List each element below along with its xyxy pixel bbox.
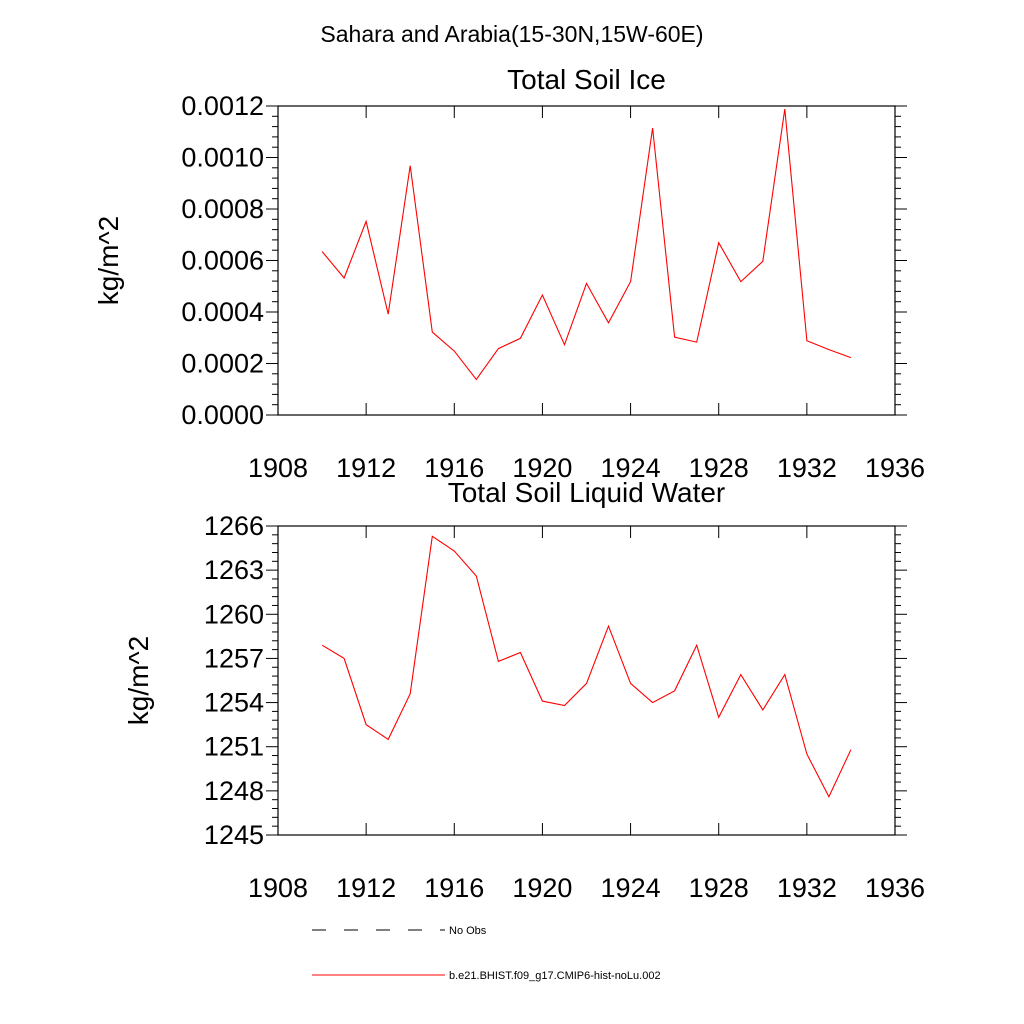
y-tick-label: 1257 <box>204 643 264 673</box>
chart-title: Total Soil Liquid Water <box>448 477 726 508</box>
x-tick-label: 1912 <box>336 873 396 903</box>
y-tick-label: 0.0000 <box>181 400 264 430</box>
y-axis-label: kg/m^2 <box>93 216 124 305</box>
y-tick-label: 0.0004 <box>181 297 264 327</box>
x-tick-label: 1912 <box>336 453 396 483</box>
legend-label: b.e21.BHIST.f09_g17.CMIP6-hist-noLu.002 <box>449 970 661 982</box>
y-tick-label: 1245 <box>204 820 264 850</box>
y-tick-label: 0.0002 <box>181 349 264 379</box>
y-axis-label: kg/m^2 <box>123 636 154 725</box>
plot-area: Total Soil Ice 1908 1912 1916 1920 1924 1928 19… <box>93 64 925 903</box>
y-tick-label: 1248 <box>204 776 264 806</box>
x-tick-label: 1924 <box>601 453 661 483</box>
y-tick-label: 1266 <box>204 511 264 541</box>
plot-frame <box>277 525 896 836</box>
x-tick-label: 1916 <box>424 873 484 903</box>
x-tick-label: 1908 <box>248 453 308 483</box>
x-tick-label: 1908 <box>248 873 308 903</box>
y-tick-label: 0.0008 <box>181 194 264 224</box>
series-line-1 <box>321 535 852 798</box>
figure-title: Sahara and Arabia(15-30N,15W-60E) <box>320 21 703 47</box>
chart-panel-2: Total Soil Liquid Water 1908 1912 1916 1920 1… <box>123 477 925 903</box>
y-tick-label: 0.0006 <box>181 246 264 276</box>
x-tick-label: 1936 <box>865 873 925 903</box>
x-tick-label: 1916 <box>424 453 484 483</box>
x-tick-label: 1932 <box>777 453 837 483</box>
y-tick-label: 0.0010 <box>181 143 264 173</box>
legend: No Obs b.e21.BHIST.f09_g17.CMIP6-hist-noL… <box>312 925 661 982</box>
y-tick-label: 1260 <box>204 599 264 629</box>
y-tick-label: 1254 <box>204 688 264 718</box>
x-tick-label: 1924 <box>601 873 661 903</box>
x-tick-label: 1932 <box>777 873 837 903</box>
y-tick-label: 1251 <box>204 732 264 762</box>
chart-panel-1: Total Soil Ice 1908 1912 1916 1920 1924 1928 19… <box>93 64 925 483</box>
legend-entry-1: No Obs <box>312 925 487 937</box>
series-line-1 <box>321 109 852 381</box>
x-tick-label: 1936 <box>865 453 925 483</box>
x-tick-label: 1920 <box>512 453 572 483</box>
legend-entry-2: b.e21.BHIST.f09_g17.CMIP6-hist-noLu.002 <box>312 970 661 982</box>
chart-title: Total Soil Ice <box>507 64 666 95</box>
x-tick-label: 1928 <box>689 873 749 903</box>
plot-frame <box>277 105 896 416</box>
x-tick-label: 1928 <box>689 453 749 483</box>
legend-label: No Obs <box>449 925 487 937</box>
y-tick-label: 0.0012 <box>181 91 264 121</box>
x-tick-label: 1920 <box>512 873 572 903</box>
y-tick-label: 1263 <box>204 555 264 585</box>
